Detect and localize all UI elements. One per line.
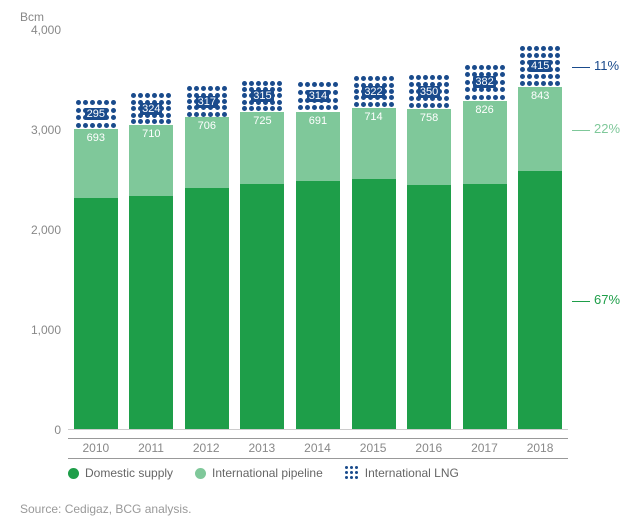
segment-lng-value: 324 [129, 103, 173, 115]
plot-area: 693 295 710 324 706 317 725 315 691 314 714 322 758 3… [68, 30, 568, 430]
y-axis-unit-label: Bcm [20, 10, 44, 24]
x-label: 2011 [138, 438, 164, 458]
segment-pipeline-value: 843 [518, 90, 562, 102]
segment-pipeline: 691 [296, 112, 340, 181]
annotation-line [572, 130, 590, 131]
segment-pipeline: 843 [518, 87, 562, 171]
x-label: 2017 [471, 438, 498, 458]
segment-pipeline: 706 [185, 117, 229, 188]
x-label: 2012 [193, 438, 220, 458]
bar-2016: 758 350 [407, 74, 451, 429]
y-tick: 1,000 [16, 323, 61, 337]
segment-lng: 350 [407, 74, 451, 109]
chart-source: Source: Cedigaz, BCG analysis. [20, 502, 191, 516]
y-tick: 3,000 [16, 123, 61, 137]
segment-lng-value: 415 [518, 60, 562, 72]
segment-domestic [129, 196, 173, 429]
y-tick: 2,000 [16, 223, 61, 237]
legend-label-domestic: Domestic supply [85, 466, 173, 480]
bar-2017: 826 382 [463, 63, 507, 429]
legend-label-lng: International LNG [365, 466, 459, 480]
segment-domestic [240, 184, 284, 429]
x-label: 2016 [415, 438, 442, 458]
segment-pipeline: 714 [352, 108, 396, 179]
y-tick: 4,000 [16, 23, 61, 37]
gas-supply-chart: Bcm 0 1,000 2,000 3,000 4,000 693 295 710 324 70… [0, 0, 635, 527]
annotation-line [572, 67, 590, 68]
segment-domestic [463, 184, 507, 429]
legend-lng: International LNG [345, 466, 459, 480]
segment-domestic [74, 198, 118, 429]
bar-2014: 691 314 [296, 81, 340, 429]
bar-2012: 706 317 [185, 86, 229, 429]
annotation-line [572, 301, 590, 302]
segment-lng: 295 [74, 99, 118, 129]
segment-domestic [296, 181, 340, 429]
segment-lng-value: 350 [407, 86, 451, 98]
segment-pipeline-value: 693 [74, 132, 118, 144]
x-axis-labels: 2010 2011 2012 2013 2014 2015 2016 2017 2018 [68, 438, 568, 458]
segment-pipeline-value: 691 [296, 115, 340, 127]
segment-domestic [407, 185, 451, 429]
legend-label-pipeline: International pipeline [212, 466, 323, 480]
segment-lng: 314 [296, 81, 340, 112]
bar-2013: 725 315 [240, 80, 284, 429]
annotation-text: 11% [594, 58, 619, 73]
segment-pipeline: 710 [129, 125, 173, 196]
legend: Domestic supply International pipeline I… [68, 466, 459, 480]
x-label: 2010 [82, 438, 109, 458]
segment-lng: 317 [185, 86, 229, 118]
legend-dots-lng [345, 466, 359, 480]
bar-2015: 714 322 [352, 75, 396, 429]
legend-pipeline: International pipeline [195, 466, 323, 480]
x-label: 2018 [527, 438, 554, 458]
bar-2011: 710 324 [129, 93, 173, 429]
segment-lng-value: 314 [296, 90, 340, 102]
segment-pipeline: 693 [74, 129, 118, 198]
segment-lng: 324 [129, 93, 173, 125]
segment-domestic [352, 179, 396, 429]
segment-domestic [185, 188, 229, 429]
segment-lng: 322 [352, 75, 396, 107]
annotation-text: 67% [594, 292, 620, 307]
x-label: 2013 [249, 438, 276, 458]
segment-pipeline-value: 725 [240, 115, 284, 127]
segment-lng-value: 295 [74, 108, 118, 120]
bars-container: 693 295 710 324 706 317 725 315 691 314 714 322 758 3… [68, 30, 568, 429]
x-axis-bottom-line [68, 458, 568, 459]
segment-lng-value: 315 [240, 90, 284, 102]
segment-lng: 415 [518, 45, 562, 87]
segment-pipeline-value: 826 [463, 104, 507, 116]
segment-lng: 382 [463, 63, 507, 101]
bar-2010: 693 295 [74, 99, 118, 429]
legend-domestic: Domestic supply [68, 466, 173, 480]
segment-lng-value: 322 [352, 86, 396, 98]
segment-pipeline: 758 [407, 109, 451, 185]
x-label: 2015 [360, 438, 387, 458]
y-tick: 0 [16, 423, 61, 437]
x-label: 2014 [304, 438, 331, 458]
segment-pipeline: 826 [463, 101, 507, 184]
segment-domestic [518, 171, 562, 429]
segment-pipeline-value: 706 [185, 120, 229, 132]
segment-pipeline-value: 758 [407, 112, 451, 124]
segment-pipeline-value: 714 [352, 111, 396, 123]
segment-pipeline-value: 710 [129, 128, 173, 140]
segment-lng-value: 317 [185, 96, 229, 108]
segment-lng: 315 [240, 80, 284, 112]
legend-dot-pipeline [195, 468, 206, 479]
bar-2018: 843 415 [518, 45, 562, 429]
segment-pipeline: 725 [240, 112, 284, 185]
segment-lng-value: 382 [463, 76, 507, 88]
legend-dot-domestic [68, 468, 79, 479]
annotation-text: 22% [594, 121, 620, 136]
